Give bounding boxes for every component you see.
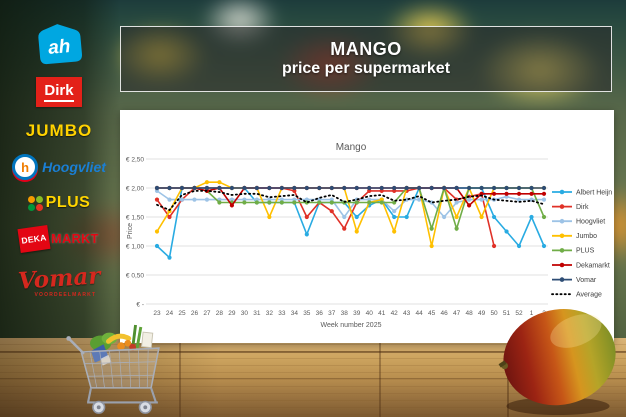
- svg-text:46: 46: [441, 310, 449, 317]
- logo-dirk: Dirk: [36, 77, 82, 107]
- svg-text:PLUS: PLUS: [576, 248, 595, 255]
- svg-text:ah: ah: [47, 36, 71, 59]
- svg-text:42: 42: [391, 310, 399, 317]
- mango-price-chart: Mango € 2,50 € 2,00 € 1,50 € 1,00 € 0,50 € - Pr…: [126, 142, 612, 329]
- svg-text:Mango: Mango: [336, 142, 367, 153]
- svg-text:43: 43: [403, 310, 411, 317]
- albert-heijn-icon: ah: [38, 24, 82, 65]
- svg-text:50: 50: [490, 310, 498, 317]
- logo-vomar: Vomar VOORDEELMARKT: [16, 262, 102, 298]
- svg-text:33: 33: [278, 310, 286, 317]
- svg-text:30: 30: [241, 310, 249, 317]
- svg-text:31: 31: [253, 310, 261, 317]
- svg-text:48: 48: [465, 310, 473, 317]
- svg-text:28: 28: [216, 310, 224, 317]
- vomar-subtitle: VOORDEELMARKT: [34, 291, 97, 298]
- svg-text:€ -: € -: [136, 301, 144, 308]
- svg-text:37: 37: [328, 310, 336, 317]
- svg-text:Jumbo: Jumbo: [576, 233, 597, 240]
- mango-photo: [498, 309, 616, 416]
- svg-text:41: 41: [378, 310, 386, 317]
- logo-plus: PLUS: [27, 194, 91, 212]
- svg-text:Week number 2025: Week number 2025: [321, 322, 382, 329]
- svg-text:29: 29: [228, 310, 236, 317]
- shopping-cart-photo: [66, 324, 160, 414]
- svg-text:€ 0,50: € 0,50: [126, 272, 144, 279]
- svg-text:Price: Price: [127, 223, 134, 239]
- svg-text:51: 51: [503, 310, 511, 317]
- logo-dekamarkt: DEKA MARKT: [17, 225, 99, 253]
- supermarket-logos: ah Dirk JUMBO h Hoogvliet PLUS DEKA MARK…: [0, 22, 118, 298]
- svg-text:Hoogvliet: Hoogvliet: [576, 219, 605, 226]
- svg-text:€ 1,00: € 1,00: [126, 243, 144, 250]
- plus-label: PLUS: [45, 194, 91, 211]
- svg-text:26: 26: [191, 310, 199, 317]
- svg-text:Vomar: Vomar: [576, 277, 597, 284]
- svg-text:24: 24: [166, 310, 174, 317]
- svg-text:€ 2,00: € 2,00: [126, 185, 144, 192]
- svg-text:Dekamarkt: Dekamarkt: [576, 262, 610, 269]
- svg-text:34: 34: [291, 310, 299, 317]
- chart-card: Mango € 2,50 € 2,00 € 1,50 € 1,00 € 0,50 € - Pr…: [120, 110, 614, 343]
- svg-text:Dirk: Dirk: [576, 204, 589, 211]
- svg-text:44: 44: [416, 310, 424, 317]
- svg-text:40: 40: [366, 310, 374, 317]
- svg-text:Albert Heijn: Albert Heijn: [576, 189, 612, 196]
- svg-text:Average: Average: [576, 292, 602, 299]
- title-banner: MANGO price per supermarket: [120, 26, 612, 92]
- deka-square: DEKA: [17, 225, 51, 253]
- svg-text:23: 23: [153, 310, 161, 317]
- logo-jumbo: JUMBO: [26, 121, 92, 141]
- svg-text:47: 47: [453, 310, 461, 317]
- plus-flower-icon: [27, 195, 43, 211]
- dirk-label: Dirk: [44, 81, 74, 99]
- svg-text:1: 1: [530, 310, 534, 317]
- svg-text:32: 32: [266, 310, 274, 317]
- logo-albert-heijn: ah: [35, 22, 83, 66]
- dekamarkt-label: MARKT: [51, 232, 99, 246]
- svg-text:35: 35: [303, 310, 311, 317]
- page-title: MANGO: [330, 39, 402, 60]
- svg-text:€ 1,50: € 1,50: [126, 214, 144, 221]
- hoogvliet-label: Hoogvliet: [42, 159, 106, 175]
- page-subtitle: price per supermarket: [281, 60, 451, 78]
- svg-text:49: 49: [478, 310, 486, 317]
- hoogvliet-icon: h: [12, 154, 39, 180]
- jumbo-label: JUMBO: [25, 121, 93, 140]
- svg-text:52: 52: [515, 310, 523, 317]
- svg-text:27: 27: [203, 310, 211, 317]
- svg-text:39: 39: [353, 310, 361, 317]
- logo-hoogvliet: h Hoogvliet: [12, 154, 106, 180]
- svg-text:45: 45: [428, 310, 436, 317]
- svg-text:€ 2,50: € 2,50: [126, 156, 144, 163]
- vomar-label: Vomar: [16, 262, 102, 295]
- svg-text:25: 25: [178, 310, 186, 317]
- svg-text:36: 36: [316, 310, 324, 317]
- svg-text:38: 38: [341, 310, 349, 317]
- dirk-underline: [44, 99, 74, 102]
